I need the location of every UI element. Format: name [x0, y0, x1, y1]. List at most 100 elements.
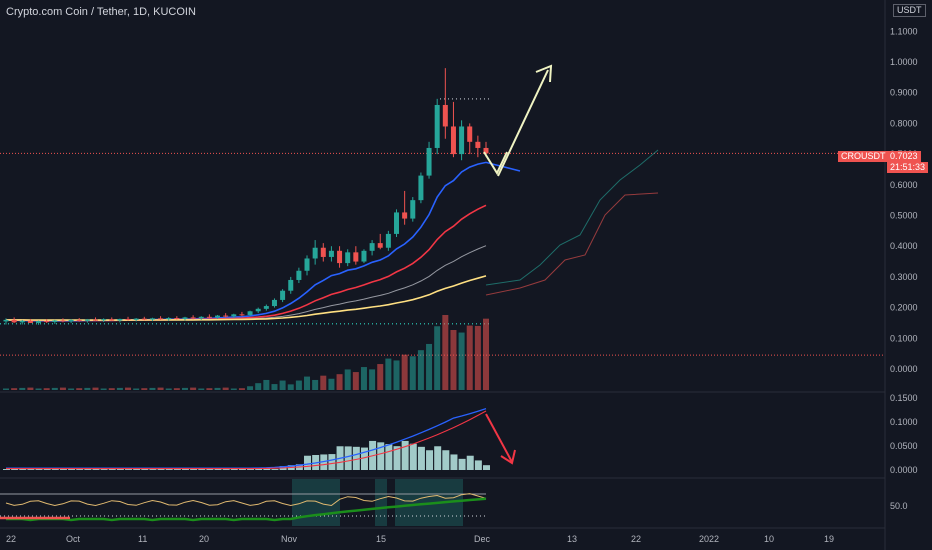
- volume-bar: [352, 372, 359, 390]
- x-tick-label: 2022: [699, 534, 719, 544]
- x-tick-label: Dec: [474, 534, 491, 544]
- ema-line-ema-fast: [5, 161, 521, 322]
- histogram-bar: [466, 455, 474, 470]
- price-tick-label: 0.3000: [890, 272, 918, 282]
- volume-bar: [442, 315, 449, 390]
- candle-body: [263, 306, 269, 309]
- candle-body: [166, 318, 172, 320]
- oscillator-tick-label: 0.0500: [890, 441, 918, 451]
- histogram-bar: [360, 447, 368, 470]
- volume-bar: [108, 388, 115, 390]
- x-tick-label: 11: [138, 534, 147, 544]
- candle-body: [3, 319, 9, 322]
- candle-body: [247, 311, 253, 315]
- volume-bar: [466, 325, 473, 390]
- candle-body: [149, 318, 155, 320]
- price-tick-label: 1.0000: [890, 57, 918, 67]
- candle-body: [385, 233, 391, 248]
- volume-bar: [222, 387, 229, 390]
- volume-bar: [247, 386, 254, 390]
- price-tag: 0.7023: [887, 151, 921, 162]
- histogram-bar: [352, 446, 360, 470]
- volume-bar: [328, 378, 335, 390]
- candle-body: [288, 279, 294, 291]
- histogram-bar: [76, 469, 84, 470]
- rsi-zone: [292, 479, 340, 526]
- volume-bar: [198, 388, 205, 390]
- volume-bar: [360, 367, 367, 390]
- histogram-bar: [320, 454, 328, 470]
- candle-body: [426, 147, 432, 176]
- volume-bar: [190, 387, 197, 390]
- candle-body: [459, 126, 465, 155]
- symbol-tag: CROUSDT: [838, 151, 889, 162]
- volume-bar: [125, 387, 132, 390]
- histogram-bar: [263, 468, 271, 470]
- price-tick-label: 0.2000: [890, 303, 918, 313]
- candle-body: [369, 243, 375, 251]
- candle-body: [52, 320, 58, 323]
- projection-arrow-oscillator: [485, 413, 513, 463]
- candle-body: [11, 319, 17, 323]
- candle-body: [19, 320, 25, 323]
- histogram-bar: [377, 442, 385, 470]
- candle-body: [410, 200, 416, 219]
- candle-body: [68, 319, 74, 322]
- volume-bar: [344, 369, 351, 390]
- histogram-bar: [157, 468, 165, 470]
- oscillator-tick-label: 0.0000: [890, 465, 918, 475]
- histogram-bar: [426, 450, 434, 470]
- histogram-bar: [458, 458, 466, 470]
- candle-body: [296, 270, 302, 280]
- volume-bar: [149, 387, 156, 390]
- rsi-line: [5, 493, 487, 507]
- x-tick-label: 20: [199, 534, 209, 544]
- volume-bar: [76, 388, 83, 390]
- volume-bar: [27, 387, 34, 390]
- volume-bar: [312, 379, 319, 390]
- volume-bar: [426, 343, 433, 390]
- volume-bar: [84, 387, 91, 390]
- volume-bar: [279, 380, 286, 390]
- histogram-bar: [206, 468, 214, 470]
- histogram-bar: [84, 468, 92, 470]
- candle-body: [255, 308, 261, 312]
- histogram-bar: [328, 454, 336, 470]
- histogram-bar: [442, 450, 450, 470]
- histogram-bar: [401, 440, 409, 470]
- histogram-bar: [409, 443, 417, 470]
- candle-body: [280, 290, 286, 300]
- x-tick-label: Nov: [281, 534, 298, 544]
- histogram-bar: [59, 468, 67, 470]
- volume-bar: [483, 318, 489, 390]
- rsi-tick-label: 50.0: [890, 501, 908, 511]
- volume-bar: [173, 388, 180, 390]
- histogram-bar: [247, 469, 255, 470]
- volume-bar: [19, 387, 26, 390]
- histogram-bar: [271, 469, 279, 470]
- volume-bar: [181, 387, 188, 390]
- volume-bar: [43, 388, 50, 390]
- histogram-bar: [344, 446, 352, 470]
- oscillator-tick-label: 0.1500: [890, 393, 918, 403]
- candle-body: [304, 258, 310, 271]
- rsi-zone: [375, 479, 387, 526]
- volume-bar: [35, 388, 42, 390]
- histogram-bar: [35, 468, 43, 470]
- countdown-tag: 21:51:33: [887, 162, 929, 173]
- volume-bar: [287, 384, 294, 390]
- volume-bar: [100, 388, 107, 390]
- candle-body: [125, 318, 131, 320]
- candle-body: [141, 318, 147, 320]
- cloud-line-a: [485, 149, 659, 286]
- candle-body: [101, 319, 107, 321]
- volume-bar: [263, 379, 270, 390]
- volume-bar: [295, 380, 302, 390]
- volume-bar: [434, 326, 441, 390]
- candle-body: [475, 141, 481, 148]
- price-tick-label: 0.9000: [890, 88, 918, 98]
- volume-bar: [320, 375, 327, 390]
- ema-line-ema-mid: [5, 204, 487, 322]
- histogram-bar: [230, 468, 238, 470]
